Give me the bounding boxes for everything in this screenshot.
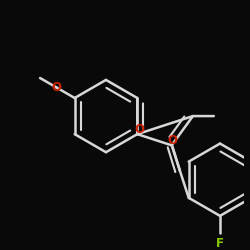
Text: O: O <box>167 134 177 147</box>
Text: F: F <box>216 237 224 250</box>
Text: O: O <box>134 123 144 136</box>
Text: O: O <box>52 81 62 94</box>
